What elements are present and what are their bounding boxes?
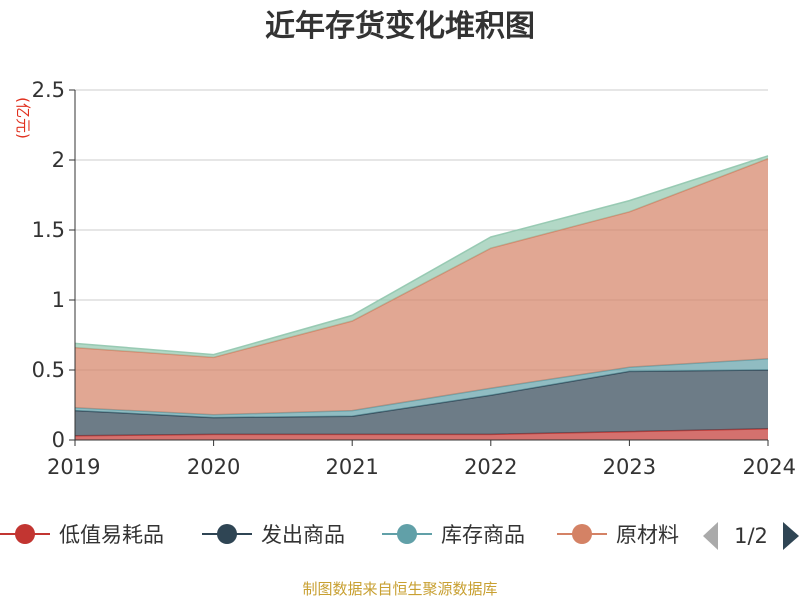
legend-label: 原材料	[616, 523, 679, 547]
legend: 低值易耗品 发出商品 库存商品 原材料	[0, 523, 679, 547]
y-tick-label: 2.5	[32, 78, 65, 102]
y-tick-label: 0.5	[32, 358, 65, 382]
x-tick-label: 2024	[743, 455, 796, 479]
chart-title: 近年存货变化堆积图	[265, 9, 535, 44]
y-tick-label: 0	[52, 428, 65, 452]
axes: 0 0.5 1 1.5 2 2.5 2019 2020 2021 2022 2023 2024	[32, 78, 796, 479]
legend-circle-icon	[217, 524, 237, 544]
legend-item[interactable]: 发出商品	[202, 523, 345, 547]
legend-item[interactable]: 库存商品	[382, 523, 525, 547]
legend-label: 发出商品	[261, 523, 345, 547]
y-axis-unit-label: (亿元)	[14, 97, 32, 139]
x-tick-label: 2019	[47, 455, 100, 479]
legend-pager: 1/2	[703, 522, 799, 550]
area-series-3	[75, 158, 768, 415]
y-tick-label: 1.5	[32, 218, 65, 242]
legend-label: 低值易耗品	[59, 523, 164, 547]
legend-circle-icon	[572, 524, 592, 544]
legend-circle-icon	[397, 524, 417, 544]
x-tick-label: 2023	[603, 455, 656, 479]
area-series-1	[75, 370, 768, 436]
data-source-note: 制图数据来自恒生聚源数据库	[302, 580, 497, 598]
legend-page-indicator: 1/2	[734, 524, 768, 548]
legend-next-arrow-icon[interactable]	[783, 522, 799, 550]
x-tick-label: 2022	[464, 455, 517, 479]
x-tick-label: 2020	[187, 455, 240, 479]
y-tick-label: 1	[52, 288, 65, 312]
area-series-2	[75, 358, 768, 418]
legend-prev-arrow-icon[interactable]	[703, 522, 718, 550]
legend-circle-icon	[15, 524, 35, 544]
area-series	[74, 155, 769, 440]
area-series-line-4	[74, 155, 769, 356]
x-tick-label: 2021	[325, 455, 378, 479]
y-tick-label: 2	[52, 148, 65, 172]
legend-item[interactable]: 低值易耗品	[0, 523, 164, 547]
legend-label: 库存商品	[441, 523, 525, 547]
legend-item[interactable]: 原材料	[557, 523, 679, 547]
